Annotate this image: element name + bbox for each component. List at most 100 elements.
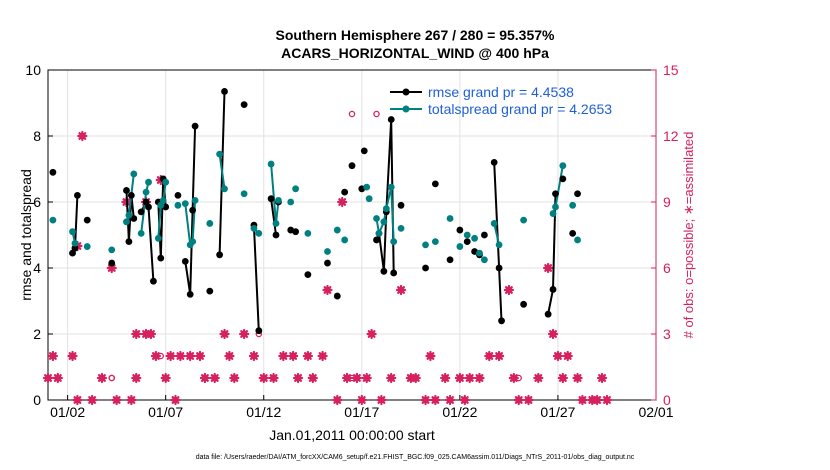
obs-assimilated-marker: [596, 372, 608, 384]
spread-point: [552, 203, 559, 211]
left-y-tick-label: 8: [33, 128, 41, 144]
rmse-point: [373, 236, 380, 244]
rmse-point: [574, 190, 581, 198]
obs-assimilated-marker: [194, 350, 206, 362]
x-tick-label: 01/27: [540, 404, 575, 420]
spread-point: [382, 205, 390, 213]
spread-point: [446, 215, 454, 222]
spread-point: [255, 229, 263, 237]
spread-point: [154, 234, 162, 242]
obs-assimilated-marker: [239, 328, 250, 340]
rmse-point: [181, 258, 189, 265]
obs-assimilated-marker: [219, 328, 230, 340]
obs-assimilated-marker: [209, 372, 220, 384]
rmse-point: [74, 192, 81, 199]
spread-point: [387, 183, 395, 191]
left-y-tick-label: 4: [33, 260, 41, 276]
rmse-point: [549, 286, 557, 293]
rmse-point: [267, 195, 275, 203]
rmse-point: [456, 226, 464, 234]
obs-assimilated-marker: [160, 372, 171, 384]
rmse-point: [480, 231, 488, 239]
left-y-axis: 0 2 4 6 8 10: [25, 62, 53, 408]
left-y-axis-label: rmse and totalspread: [18, 169, 34, 301]
obs-assimilated-marker: [361, 372, 372, 384]
rmse-point: [544, 310, 552, 318]
spread-point: [333, 226, 341, 234]
spread-point: [206, 220, 214, 227]
obs-assimilated-marker: [126, 394, 137, 406]
obs-assimilated-marker: [175, 350, 186, 362]
spread-point: [476, 249, 483, 257]
rmse-point: [137, 208, 145, 216]
spread-point: [123, 218, 130, 226]
spread-point: [272, 220, 280, 227]
obs-assimilated-marker: [170, 394, 181, 406]
spread-point: [49, 216, 57, 224]
obs-assimilated-marker: [513, 394, 524, 406]
rmse-point: [360, 147, 368, 155]
spread-point: [324, 248, 331, 255]
obs-assimilated-marker: [543, 262, 554, 274]
spread-point: [267, 160, 275, 168]
obs-possible-marker: [373, 110, 380, 118]
spread-point: [287, 198, 295, 206]
legend-spread-label: totalspread grand pr = 4.2653: [428, 101, 612, 117]
x-tick-label: 01/22: [442, 404, 477, 420]
spread-point: [137, 229, 145, 237]
chart-title-line1: Southern Hemisphere 267 / 280 = 95.357%: [276, 27, 556, 43]
right-y-tick-label: 3: [663, 326, 671, 342]
spread-point: [250, 225, 258, 232]
obs-assimilated-marker: [302, 350, 313, 362]
obs-assimilated-marker: [508, 372, 519, 384]
legend: rmse grand pr = 4.4538 totalspread grand…: [390, 84, 612, 117]
spread-point: [490, 220, 498, 227]
rmse-point: [272, 231, 280, 239]
obs-assimilated-marker: [67, 350, 78, 362]
rmse-point: [397, 201, 405, 209]
spread-point: [471, 234, 478, 242]
obs-assimilated-marker: [292, 372, 304, 384]
obs-assimilated-marker: [484, 350, 495, 362]
rmse-point: [324, 259, 331, 267]
spread-point: [422, 241, 429, 249]
right-y-tick-label: 6: [663, 260, 671, 276]
right-y-tick-label: 9: [663, 194, 671, 210]
x-tick-label: 01/17: [344, 404, 379, 420]
obs-count-markers: [42, 110, 613, 406]
rmse-point: [191, 122, 199, 130]
obs-assimilated-marker: [547, 328, 559, 340]
spread-point: [456, 243, 464, 250]
left-y-tick-label: 0: [33, 392, 41, 408]
spread-line-segment: [270, 163, 280, 225]
obs-assimilated-marker: [165, 350, 176, 362]
obs-assimilated-marker: [454, 372, 465, 384]
spread-point: [216, 150, 224, 158]
chart-title-line2: ACARS_HORIZONTAL_WIND @ 400 hPa: [281, 45, 549, 61]
rmse-point: [221, 88, 228, 95]
spread-point: [130, 170, 138, 178]
rmse-point: [216, 251, 224, 259]
rmse-point: [125, 238, 133, 246]
obs-assimilated-marker: [444, 394, 456, 406]
rmse-point: [380, 267, 388, 275]
obs-assimilated-marker: [342, 372, 353, 384]
rmse-point: [174, 192, 182, 199]
rmse-point: [422, 264, 429, 272]
right-y-tick-label: 12: [663, 128, 679, 144]
rmse-point: [145, 203, 152, 211]
spread-point: [390, 238, 398, 246]
rmse-point: [559, 175, 567, 183]
rmse-point: [490, 159, 498, 166]
left-y-tick-label: 10: [25, 62, 41, 78]
obs-assimilated-marker: [430, 394, 441, 406]
spread-point: [520, 216, 528, 224]
obs-assimilated-marker: [106, 262, 117, 274]
rmse-point: [446, 256, 454, 264]
spread-point: [574, 236, 581, 244]
spread-point: [304, 229, 312, 237]
rmse-point: [304, 271, 312, 278]
right-y-axis: 0 3 6 9 12 15: [651, 62, 679, 408]
spread-point: [463, 231, 471, 239]
